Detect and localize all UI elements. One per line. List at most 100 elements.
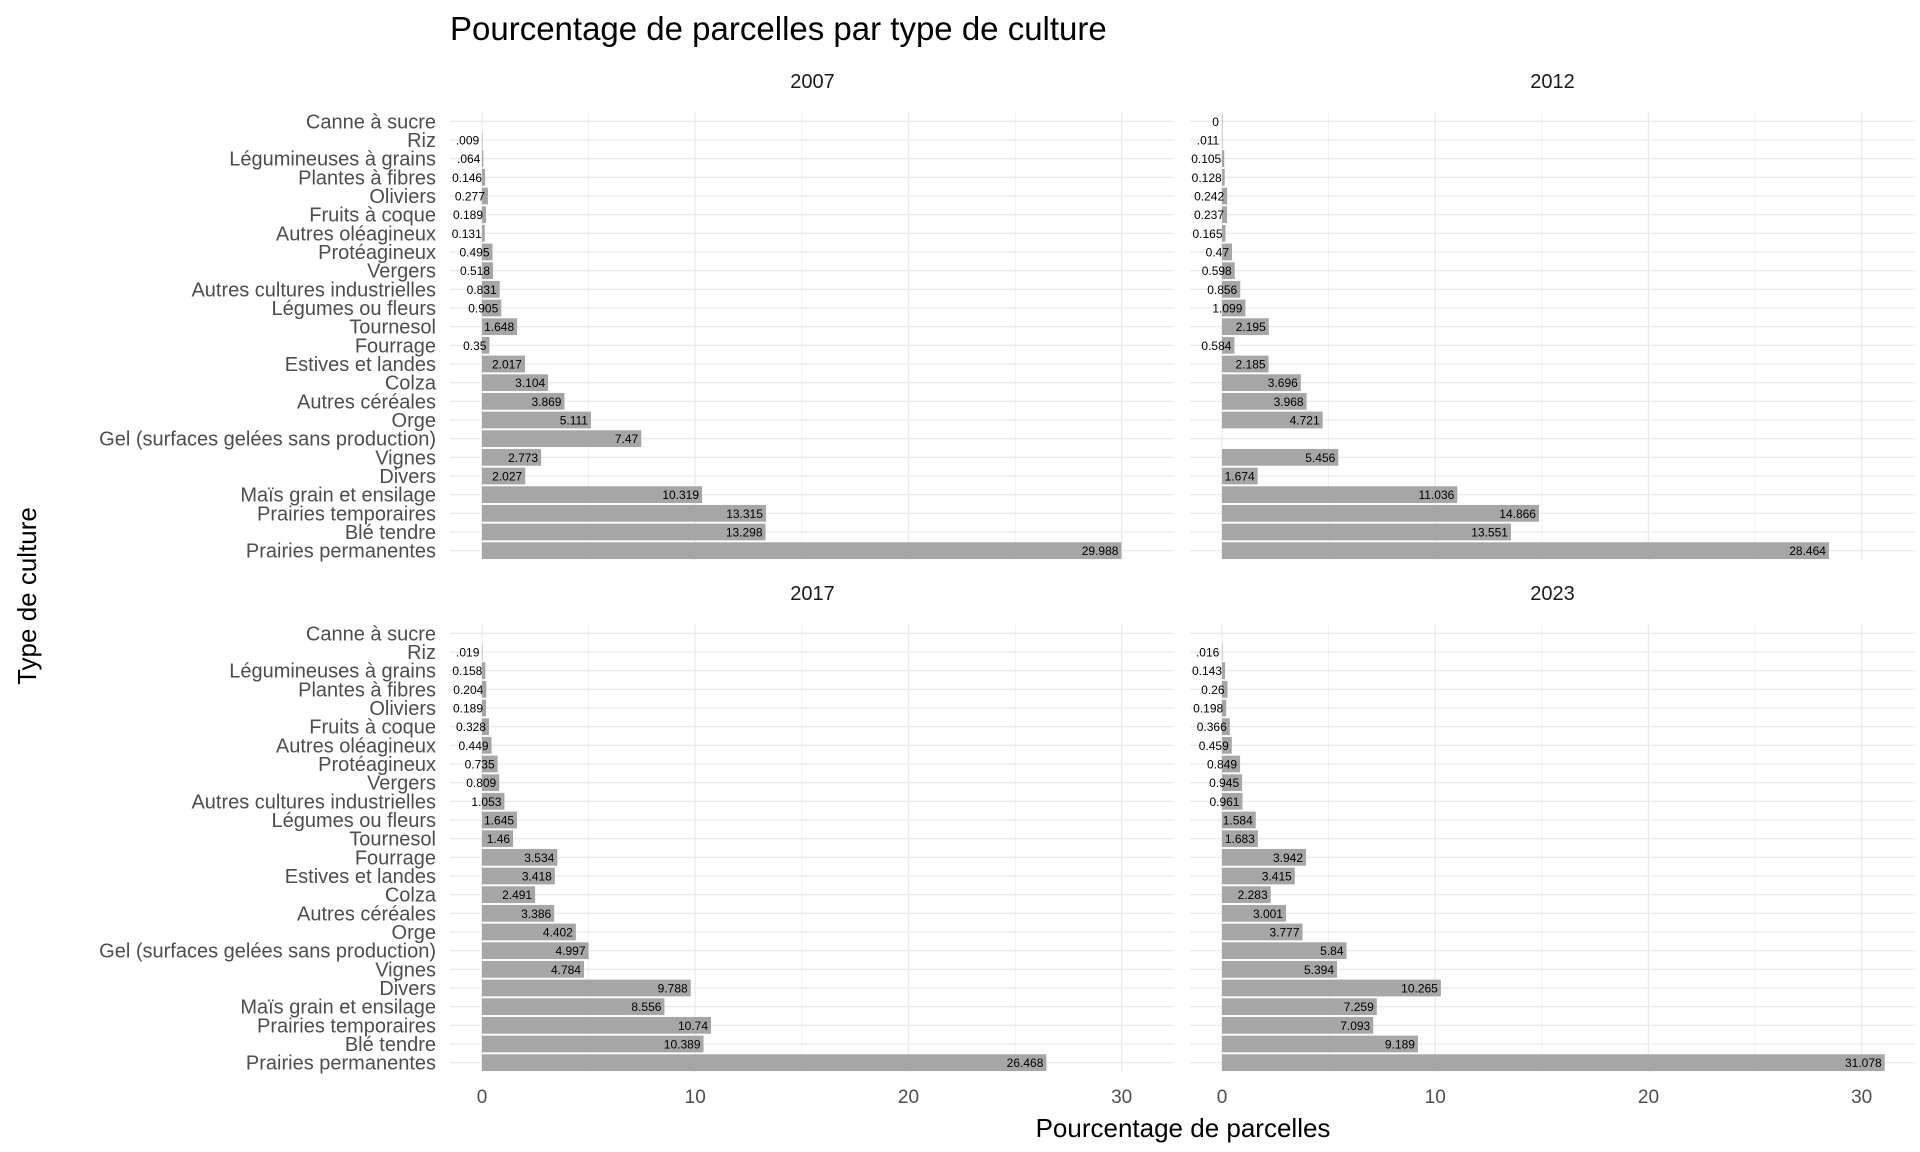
bar — [481, 523, 766, 541]
category-label: Prairies temporaires — [257, 503, 436, 525]
x-tick-label: 0 — [1217, 1087, 1228, 1108]
bar — [481, 542, 1122, 560]
category-label: Canne à sucre — [306, 111, 436, 133]
bar — [1221, 355, 1269, 373]
x-tick-label: 0 — [477, 1087, 488, 1108]
bar — [481, 299, 502, 317]
bar — [481, 904, 555, 922]
value-label: 10.265 — [1401, 982, 1438, 996]
value-label: 2.195 — [1236, 320, 1266, 334]
x-tick-label: 10 — [1425, 1087, 1446, 1108]
value-label: 2.773 — [508, 451, 538, 465]
category-label: Vergers — [367, 261, 436, 283]
category-label: Riz — [407, 642, 436, 664]
value-label: 10.389 — [664, 1038, 701, 1052]
bar — [481, 923, 576, 941]
bar — [481, 867, 555, 885]
bar — [1221, 299, 1246, 317]
value-label: 0.831 — [467, 283, 497, 297]
bar — [481, 774, 500, 792]
bar — [1221, 112, 1223, 130]
bar — [1221, 280, 1241, 298]
x-tick-label: 20 — [898, 1087, 919, 1108]
x-axis-title: Pourcentage de parcelles — [1036, 1113, 1331, 1143]
category-label: Riz — [407, 130, 436, 152]
category-label: Divers — [379, 978, 436, 1000]
bar — [1221, 467, 1258, 485]
value-label: 0.204 — [453, 683, 483, 697]
x-tick-label: 10 — [685, 1087, 706, 1108]
value-label: 0.189 — [453, 702, 483, 716]
value-label: 10.319 — [662, 488, 699, 502]
value-label: 0.449 — [459, 739, 489, 753]
value-label: 10.74 — [678, 1019, 708, 1033]
value-label: 0.809 — [466, 776, 496, 790]
value-label: 0.198 — [1193, 702, 1223, 716]
bar — [1221, 131, 1223, 149]
category-label: Autres cultures industrielles — [191, 791, 436, 813]
bar — [1221, 504, 1539, 522]
value-label: 7.259 — [1344, 1000, 1374, 1014]
bar — [481, 262, 494, 280]
value-label: 0.146 — [452, 171, 482, 185]
value-label: 1.053 — [471, 795, 501, 809]
value-label: 0.165 — [1192, 227, 1222, 241]
value-label: 3.968 — [1274, 395, 1304, 409]
facet-panel-2023: 2023 .016 0.143 0.26 0.198 0.366 0.459 0.849 0.9… — [1190, 583, 1915, 1108]
value-label: .011 — [1197, 134, 1220, 148]
bar — [481, 811, 518, 829]
value-label: 3.001 — [1253, 907, 1283, 921]
bar — [1221, 486, 1458, 504]
value-label: 1.584 — [1223, 814, 1253, 828]
category-label: Divers — [379, 466, 436, 488]
bar — [1221, 718, 1230, 736]
value-label: 13.551 — [1471, 526, 1508, 540]
value-label: 0.128 — [1192, 171, 1222, 185]
bar — [1221, 848, 1307, 866]
facet-panel-2012: 2012 0 .011 0.105 0.128 0.242 0.237 0.165 0.47 0.… — [1190, 71, 1915, 560]
category-label: Légumes ou fleurs — [271, 298, 436, 320]
bar — [481, 430, 642, 448]
value-label: 0.237 — [1194, 208, 1224, 222]
bar — [1221, 998, 1377, 1016]
value-label: 4.402 — [543, 926, 573, 940]
value-label: .019 — [456, 646, 480, 660]
bar — [481, 374, 549, 392]
value-label: 4.721 — [1290, 414, 1320, 428]
value-label: 0.459 — [1199, 739, 1229, 753]
value-label: 2.017 — [492, 358, 522, 372]
bar — [481, 318, 518, 336]
bar — [1221, 886, 1271, 904]
category-label: Prairies permanentes — [246, 1053, 436, 1075]
category-label: Tournesol — [349, 829, 436, 851]
bar — [1221, 523, 1511, 541]
category-label: Oliviers — [369, 698, 436, 720]
value-label: 0.856 — [1207, 283, 1237, 297]
bar — [481, 131, 483, 149]
value-label: 2.027 — [492, 470, 522, 484]
bar — [481, 718, 489, 736]
bar — [481, 979, 691, 997]
value-label: .009 — [456, 134, 480, 148]
value-label: 13.315 — [726, 507, 763, 521]
category-label: Légumineuses à grains — [229, 661, 436, 683]
bar — [1221, 262, 1235, 280]
value-label: 31.078 — [1845, 1056, 1882, 1070]
bar — [1221, 774, 1243, 792]
bar — [1221, 411, 1323, 429]
bar — [481, 1054, 1047, 1072]
value-label: 0.105 — [1191, 152, 1221, 166]
bar — [1221, 542, 1829, 560]
value-label: 0.26 — [1201, 683, 1225, 697]
bar — [481, 830, 514, 848]
bar — [1221, 942, 1347, 960]
bar — [481, 886, 536, 904]
value-label: 3.869 — [531, 395, 561, 409]
value-label: 13.298 — [726, 526, 763, 540]
category-label: Orge — [392, 922, 436, 944]
bar — [1221, 243, 1233, 261]
category-label: Orge — [392, 410, 436, 432]
value-label: 1.648 — [484, 320, 514, 334]
bar — [1221, 150, 1225, 168]
value-label: 0.328 — [456, 720, 486, 734]
